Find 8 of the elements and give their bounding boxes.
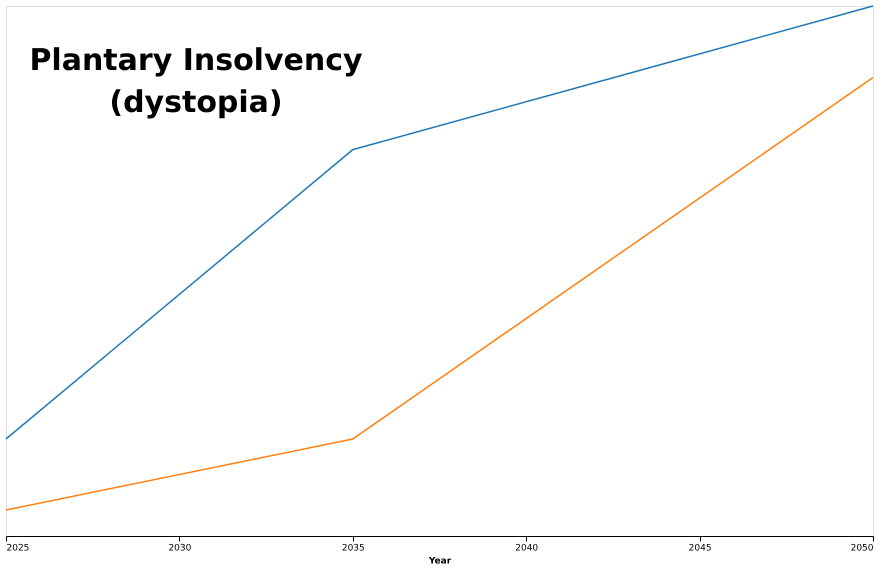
x-tick-label: 2040 [515,544,538,554]
text: Plantary Insolvency (dystopia) [29,43,363,120]
x-tick-label: 2045 [688,544,712,554]
x-tick-label: 2025 [6,544,30,554]
x-tick-label: 2050 [850,544,874,554]
x-tick-label: 2030 [168,544,192,554]
x-axis-title: Year [428,556,452,566]
x-tick-label: 2035 [342,544,365,554]
